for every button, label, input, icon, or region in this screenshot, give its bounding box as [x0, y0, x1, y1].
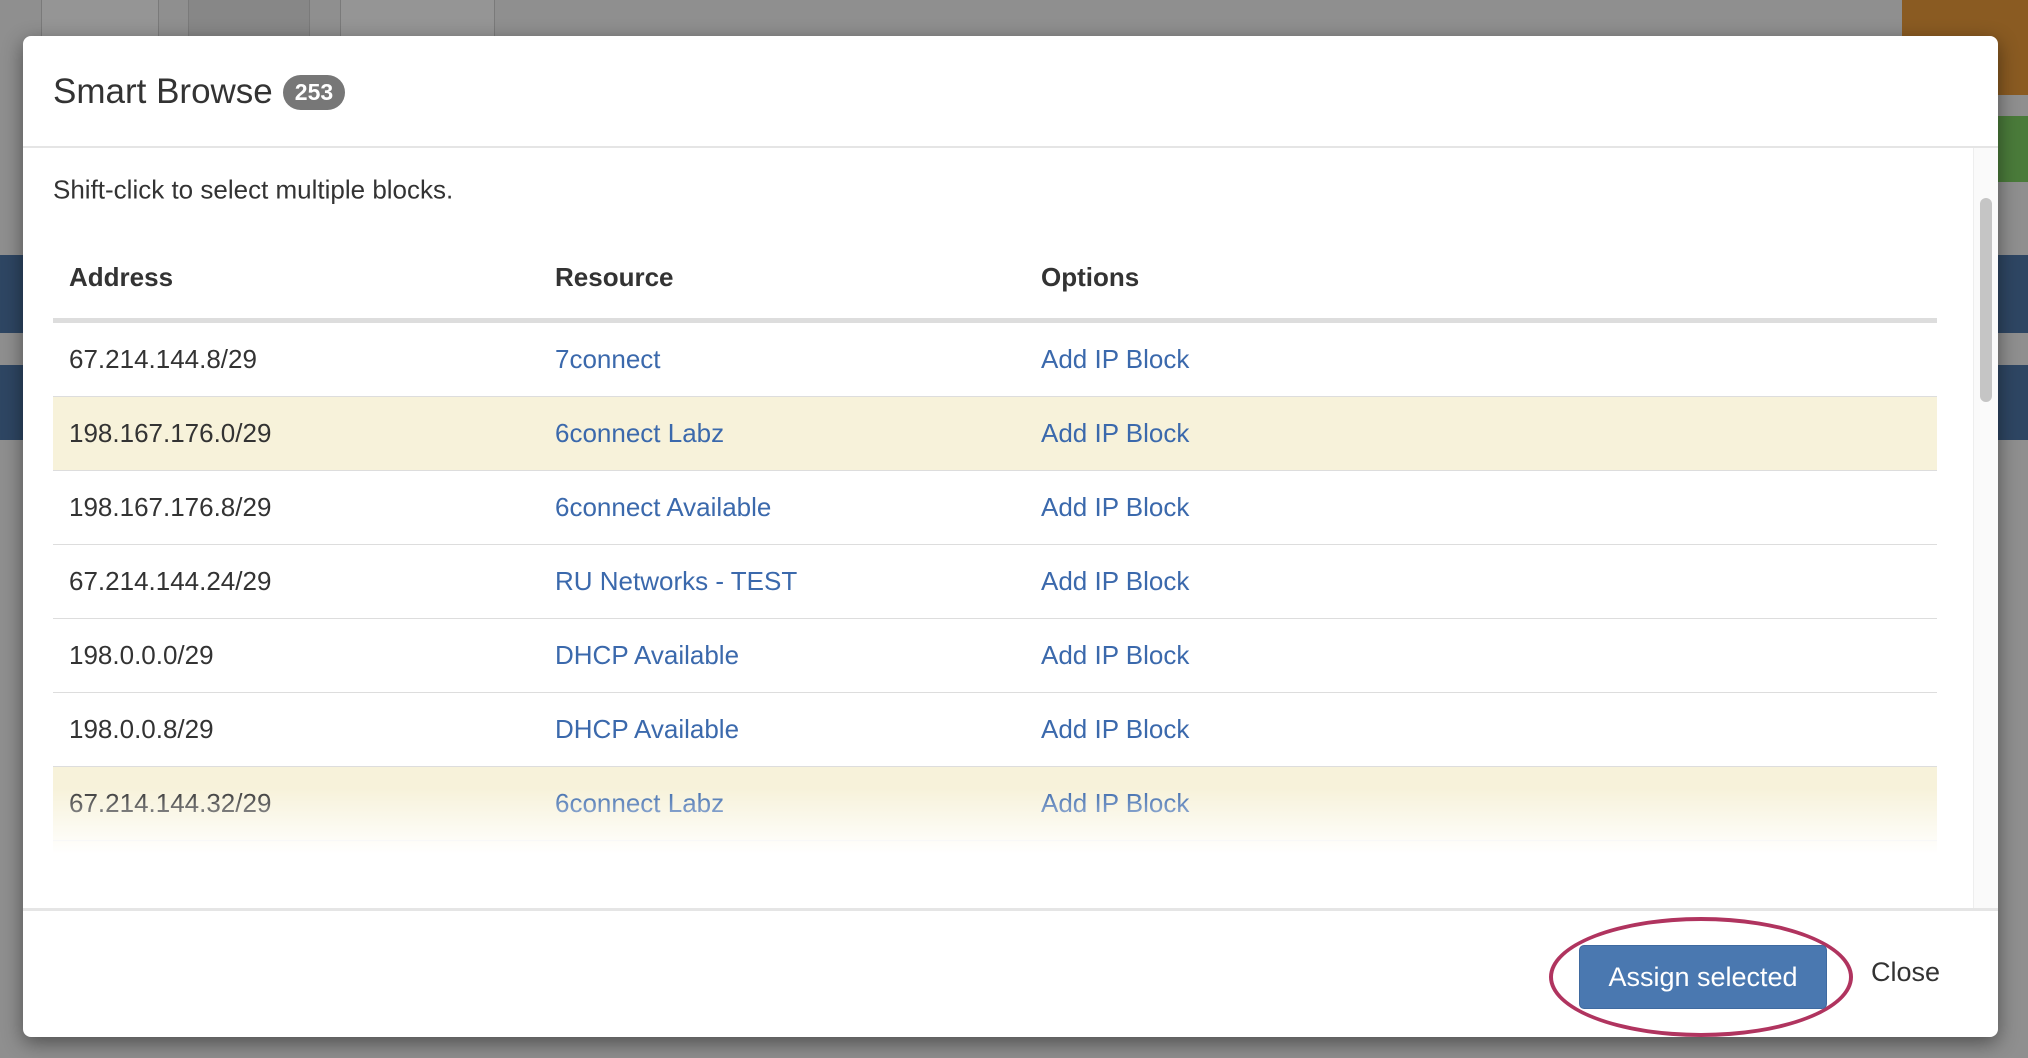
table-row[interactable]: 198.0.0.8/29 DHCP Available Add IP Block	[53, 692, 1937, 767]
background-green-button	[1998, 116, 2028, 182]
address-cell: 198.167.176.0/29	[53, 396, 539, 471]
resource-cell: RU Networks - TEST	[539, 544, 1025, 619]
modal-header: Smart Browse 253	[23, 36, 1998, 148]
add-ip-block-link[interactable]: Add IP Block	[1041, 714, 1190, 744]
modal-title-text: Smart Browse	[53, 72, 273, 111]
options-cell: Add IP Block	[1025, 396, 1937, 471]
options-cell: Add IP Block	[1025, 618, 1937, 693]
close-button[interactable]: Close	[1871, 957, 1941, 987]
options-cell: Add IP Block	[1025, 692, 1937, 767]
table-row[interactable]: 198.0.0.0/29 DHCP Available Add IP Block	[53, 618, 1937, 693]
resource-link[interactable]: DHCP Available	[555, 640, 740, 670]
modal-footer: Assign selected Close	[23, 908, 1998, 1037]
background-band	[1998, 255, 2028, 333]
table-row[interactable]: 67.214.144.8/29 7connect Add IP Block	[53, 320, 1937, 397]
address-cell: 198.0.0.8/29	[53, 692, 539, 767]
smart-browse-modal: Smart Browse 253 Shift-click to select m…	[23, 36, 1998, 1037]
resource-cell: DHCP Available	[539, 692, 1025, 767]
address-cell: 67.214.144.8/29	[53, 320, 539, 397]
background-band	[1998, 365, 2028, 440]
modal-body: Shift-click to select multiple blocks. A…	[23, 148, 1998, 908]
resource-link[interactable]: RU Networks - TEST	[555, 566, 798, 596]
add-ip-block-link[interactable]: Add IP Block	[1041, 492, 1190, 522]
resource-cell: 6connect Available	[539, 470, 1025, 545]
resource-cell: 6connect Labz	[539, 396, 1025, 471]
options-cell: Add IP Block	[1025, 320, 1937, 397]
modal-title: Smart Browse 253	[53, 72, 346, 112]
hint-text: Shift-click to select multiple blocks.	[53, 174, 454, 205]
resource-link[interactable]: 6connect Labz	[555, 418, 725, 448]
options-cell: Add IP Block	[1025, 470, 1937, 545]
table-row[interactable]: 67.214.144.24/29 RU Networks - TEST Add IP…	[53, 544, 1937, 619]
resource-link[interactable]: 6connect Available	[555, 492, 772, 522]
scrollbar-thumb[interactable]	[1980, 198, 1992, 402]
add-ip-block-link[interactable]: Add IP Block	[1041, 640, 1190, 670]
address-cell: 198.167.176.8/29	[53, 470, 539, 545]
resource-cell: DHCP Available	[539, 618, 1025, 693]
add-ip-block-link[interactable]: Add IP Block	[1041, 418, 1190, 448]
resource-link[interactable]: 7connect	[555, 344, 661, 374]
assign-selected-button[interactable]: Assign selected	[1579, 945, 1827, 1009]
address-cell: 67.214.144.24/29	[53, 544, 539, 619]
column-header-options: Options	[1025, 236, 1937, 323]
add-ip-block-link[interactable]: Add IP Block	[1041, 344, 1190, 374]
resource-link[interactable]: DHCP Available	[555, 714, 740, 744]
scroll-fade	[23, 788, 1998, 908]
add-ip-block-link[interactable]: Add IP Block	[1041, 566, 1190, 596]
column-header-resource: Resource	[539, 236, 1025, 323]
count-badge: 253	[282, 74, 346, 110]
table-row[interactable]: 198.167.176.0/29 6connect Labz Add IP Bloc…	[53, 396, 1937, 471]
table-row[interactable]: 198.167.176.8/29 6connect Available Add IP…	[53, 470, 1937, 545]
resource-cell: 7connect	[539, 320, 1025, 397]
address-cell: 198.0.0.0/29	[53, 618, 539, 693]
scrollbar[interactable]	[1973, 148, 1998, 908]
options-cell: Add IP Block	[1025, 544, 1937, 619]
column-header-address: Address	[53, 236, 539, 323]
